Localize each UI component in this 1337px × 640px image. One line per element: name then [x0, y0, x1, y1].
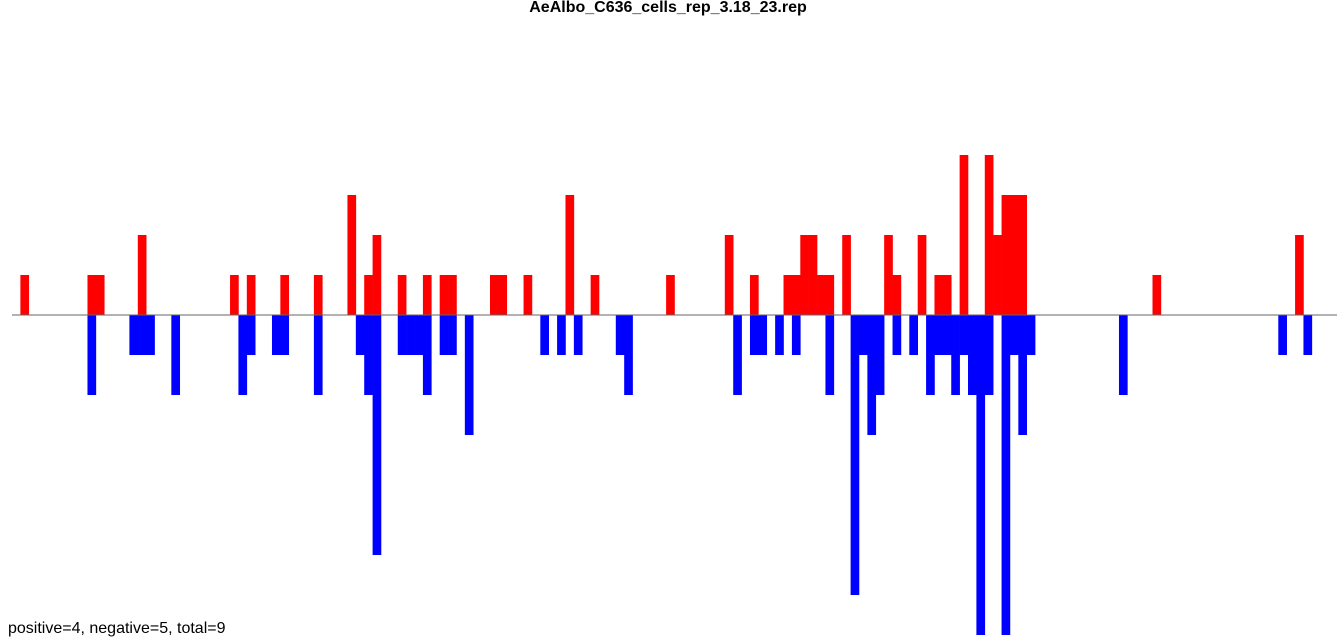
bar	[414, 315, 424, 355]
bar	[825, 315, 835, 395]
bar	[540, 315, 550, 355]
bar	[615, 315, 625, 355]
bar	[20, 275, 30, 315]
bar	[271, 315, 281, 355]
bar	[892, 315, 902, 355]
bar	[95, 275, 105, 315]
bar	[942, 275, 952, 315]
bar	[724, 235, 734, 315]
bar	[448, 315, 457, 355]
bar	[364, 275, 373, 315]
bar	[959, 155, 969, 315]
bar	[968, 315, 977, 395]
bar	[129, 315, 139, 355]
bar	[137, 315, 147, 355]
bar	[280, 315, 290, 355]
bar	[666, 275, 675, 315]
bar	[557, 315, 566, 355]
bar	[422, 275, 432, 315]
bar	[1152, 275, 1162, 315]
bar	[230, 275, 239, 315]
bar	[87, 275, 97, 315]
bar	[976, 315, 986, 635]
bar	[749, 315, 759, 355]
bar	[280, 275, 290, 315]
bar	[791, 275, 801, 315]
bar	[1118, 315, 1128, 395]
bar	[984, 155, 994, 315]
bar	[917, 235, 927, 315]
chart-title: AeAlbo_C636_cells_rep_3.18_23.rep	[529, 0, 807, 16]
bar	[1018, 315, 1028, 435]
bar	[959, 315, 969, 355]
bar	[934, 315, 944, 355]
bar	[146, 315, 155, 355]
bar	[934, 275, 944, 315]
bar	[406, 315, 415, 355]
bar	[355, 315, 365, 355]
bar	[749, 275, 759, 315]
bar	[842, 235, 851, 315]
bar	[791, 315, 801, 355]
bar	[783, 275, 793, 315]
bar	[448, 275, 457, 315]
bar	[590, 275, 600, 315]
bar	[422, 315, 432, 395]
bar	[246, 275, 256, 315]
bar	[817, 275, 826, 315]
bar	[1001, 195, 1011, 315]
bar	[984, 315, 994, 395]
annotation: positive=4, negative=5, total=9	[8, 620, 226, 637]
bar	[858, 315, 868, 355]
bar	[364, 315, 373, 395]
bar	[397, 275, 407, 315]
bar	[573, 315, 583, 355]
bar	[1278, 315, 1287, 355]
bar	[137, 235, 147, 315]
bar	[498, 275, 508, 315]
bar	[490, 275, 499, 315]
bar	[993, 235, 1002, 315]
bar	[1001, 315, 1011, 635]
bar	[439, 315, 449, 355]
bar	[397, 315, 407, 355]
bar	[909, 315, 918, 355]
bar	[758, 315, 768, 355]
bar	[1009, 315, 1019, 355]
bar	[565, 195, 575, 315]
bar	[464, 315, 474, 435]
bar	[1009, 195, 1019, 315]
bar	[313, 315, 323, 395]
bar	[884, 235, 893, 315]
bar	[850, 315, 860, 595]
bar	[942, 315, 952, 355]
bar	[875, 315, 885, 395]
bar	[87, 315, 97, 395]
bar	[439, 275, 449, 315]
bar	[624, 315, 633, 395]
bar	[1295, 235, 1304, 315]
bar	[775, 315, 784, 355]
bar	[1018, 195, 1028, 315]
bar	[171, 315, 181, 395]
bar	[347, 195, 357, 315]
bar	[926, 315, 935, 395]
bar	[867, 315, 877, 435]
bar	[523, 275, 533, 315]
bar	[733, 315, 742, 395]
bar	[1303, 315, 1313, 355]
bar	[238, 315, 248, 395]
bar	[951, 315, 960, 395]
bar	[892, 275, 902, 315]
bar	[808, 235, 818, 315]
bar	[800, 235, 809, 315]
bar	[313, 275, 323, 315]
bar	[246, 315, 256, 355]
bar	[372, 315, 382, 555]
bar	[372, 235, 382, 315]
bar	[825, 275, 835, 315]
bar	[1026, 315, 1036, 355]
